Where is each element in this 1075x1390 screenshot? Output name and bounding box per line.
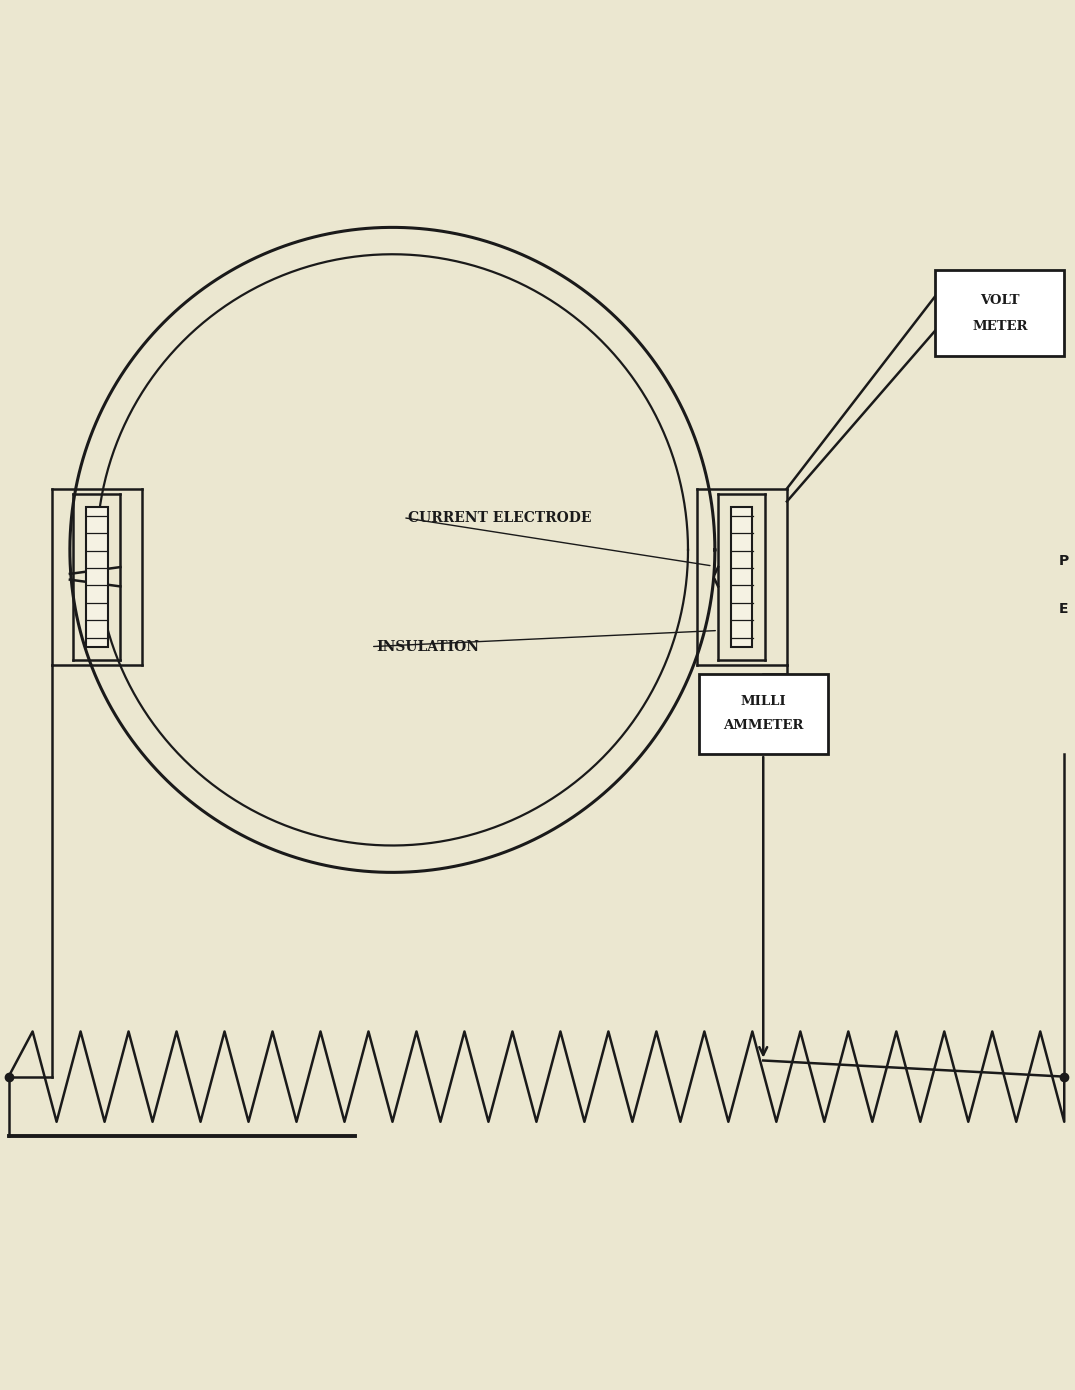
Bar xyxy=(731,507,752,646)
Text: E: E xyxy=(1059,602,1069,616)
Text: CURRENT ELECTRODE: CURRENT ELECTRODE xyxy=(408,510,592,524)
Bar xyxy=(86,507,108,646)
Text: VOLT: VOLT xyxy=(980,293,1019,307)
Bar xyxy=(935,271,1064,356)
Text: P: P xyxy=(1059,553,1070,567)
Bar xyxy=(699,674,828,755)
Text: MILLI: MILLI xyxy=(741,695,786,709)
Text: AMMETER: AMMETER xyxy=(723,720,803,733)
Text: METER: METER xyxy=(972,320,1028,332)
Text: INSULATION: INSULATION xyxy=(376,639,479,653)
